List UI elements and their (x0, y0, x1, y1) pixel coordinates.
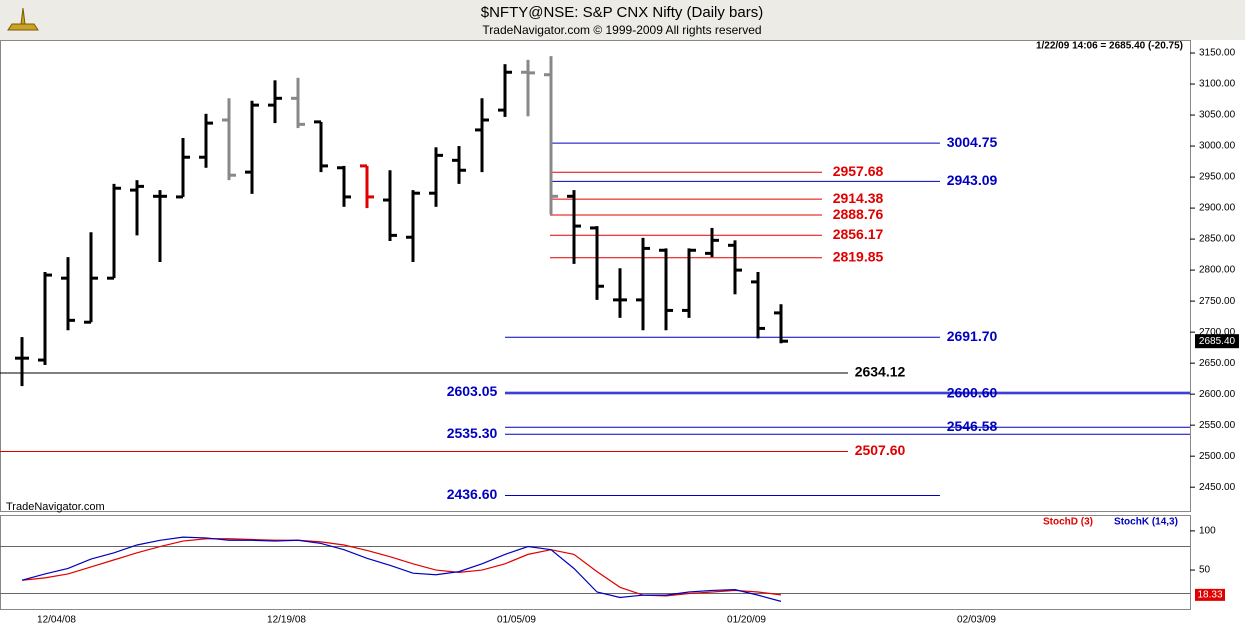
chart-title: $NFTY@NSE: S&P CNX Nifty (Daily bars) (481, 4, 764, 21)
indicator-line (21, 536, 782, 602)
last-value-box (1195, 588, 1225, 601)
level-label: 3004.75 (947, 134, 998, 150)
header-bar (0, 0, 1245, 40)
y-tick-label: 2600.00 (1199, 389, 1236, 400)
logo (7, 7, 39, 31)
y-tick-label: 2950.00 (1199, 172, 1236, 183)
quote: 1/22/09 14:06 = 2685.40 (-20.75) (1036, 41, 1183, 52)
level-label: 2914.38 (833, 190, 884, 206)
legend-entry: StochD (3) (1043, 517, 1093, 528)
y-tick-label: 2700.00 (1199, 327, 1236, 338)
last-value-label: 18.33 (1197, 589, 1222, 600)
level-label: 2507.60 (855, 442, 906, 458)
y-tick-label: 3050.00 (1199, 110, 1236, 121)
level-label: 2634.12 (855, 364, 906, 380)
x-tick-label: 12/04/08 (37, 615, 76, 626)
y-tick-label: 3000.00 (1199, 141, 1236, 152)
y-tick-label: 2800.00 (1199, 265, 1236, 276)
level-label: 2600.60 (947, 384, 998, 400)
last-price-box (1195, 334, 1239, 349)
y-tick-label: 100 (1199, 526, 1216, 537)
y-tick-label: 2450.00 (1199, 482, 1236, 493)
level-label: 2888.76 (833, 206, 884, 222)
level-label: 2943.09 (947, 172, 998, 188)
level-label: 2856.17 (833, 226, 884, 242)
level-label: 2691.70 (947, 328, 998, 344)
level-label: 2957.68 (833, 163, 884, 179)
chart-subtitle: TradeNavigator.com © 1999-2009 All right… (482, 23, 761, 37)
watermark: TradeNavigator.com (6, 501, 105, 513)
y-tick-label: 50 (1199, 565, 1211, 576)
level-label: 2436.60 (447, 486, 498, 502)
y-tick-label: 2900.00 (1199, 203, 1236, 214)
indicator-panel (0, 515, 1191, 610)
level-label: 2535.30 (447, 425, 498, 441)
y-tick-label: 2500.00 (1199, 451, 1236, 462)
x-tick-label: 12/19/08 (267, 615, 306, 626)
y-tick-label: 3150.00 (1199, 48, 1236, 59)
y-tick-label: 2550.00 (1199, 420, 1236, 431)
level-label: 2819.85 (833, 248, 884, 264)
x-tick-label: 02/03/09 (957, 615, 996, 626)
y-tick-label: 2850.00 (1199, 234, 1236, 245)
y-tick-label: 2650.00 (1199, 358, 1236, 369)
y-tick-label: 2750.00 (1199, 296, 1236, 307)
level-label: 2603.05 (447, 383, 498, 399)
x-tick-label: 01/20/09 (727, 615, 766, 626)
level-label: 2546.58 (947, 418, 998, 434)
x-tick-label: 01/05/09 (497, 615, 536, 626)
legend-entry: StochK (14,3) (1114, 517, 1178, 528)
y-tick-label: 3100.00 (1199, 79, 1236, 90)
last-price-label: 2685.40 (1199, 336, 1236, 347)
